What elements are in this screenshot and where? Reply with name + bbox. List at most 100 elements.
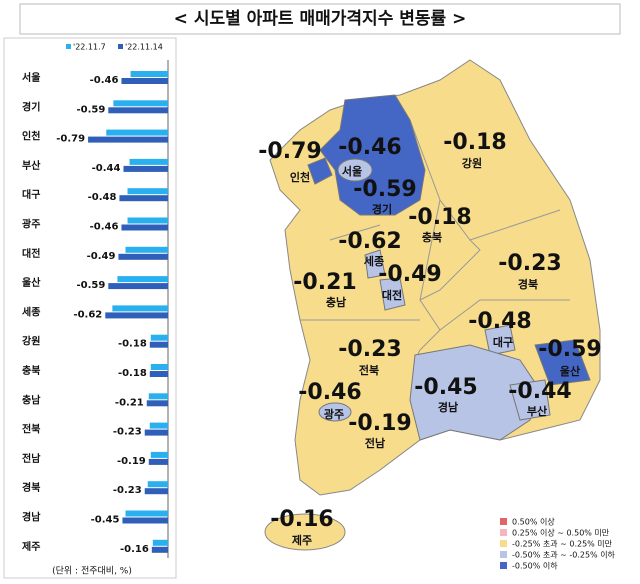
region-incheon	[307, 157, 333, 185]
region-busan	[509, 379, 551, 421]
value-label: -0.21	[115, 397, 144, 408]
map-legend-swatch	[500, 551, 507, 558]
value-label: -0.48	[88, 192, 117, 203]
map-value: -0.23	[338, 337, 401, 362]
bar	[152, 539, 168, 546]
map-region-name: 경남	[438, 400, 458, 414]
map-region-name: 부산	[527, 404, 547, 418]
category-label: 제주	[22, 540, 40, 553]
bar	[149, 371, 168, 377]
map-value: -0.59	[353, 177, 416, 202]
category-label: 부산	[22, 159, 41, 172]
region-gyeonggi	[319, 94, 426, 216]
bar	[149, 341, 168, 348]
map-region-name: 경기	[372, 202, 392, 216]
category-label: 서울	[22, 71, 40, 84]
map-legend-label: -0.50% 이하	[512, 561, 558, 571]
region-seoul	[337, 158, 373, 182]
region-ulsan	[534, 339, 591, 386]
legend-swatch	[66, 44, 71, 49]
bar	[108, 107, 168, 114]
title-box	[19, 3, 621, 35]
legend-swatch	[118, 44, 123, 49]
category-label: 대구	[22, 188, 40, 201]
map-region-name: 전북	[359, 363, 379, 377]
bar	[148, 393, 168, 400]
map-region-name: 충북	[422, 230, 442, 244]
bar	[144, 488, 168, 495]
value-label: -0.79	[56, 134, 85, 145]
map-legend-swatch	[500, 529, 507, 536]
map-value: -0.49	[378, 262, 441, 287]
value-label: -0.45	[91, 515, 120, 526]
map-region-name: 대구	[493, 335, 513, 349]
map-region-name: 대전	[382, 288, 402, 302]
map-region-name: 세종	[364, 254, 384, 268]
value-label: -0.16	[120, 544, 149, 555]
region-daejeon	[379, 277, 406, 311]
map-value: -0.16	[270, 507, 333, 532]
map-value: -0.45	[414, 375, 477, 400]
value-label: -0.46	[90, 75, 119, 86]
category-label: 경남	[22, 511, 41, 524]
map-region-name: 강원	[462, 156, 482, 170]
bar	[129, 158, 168, 165]
bar	[106, 129, 168, 136]
map-region-name: 충남	[326, 295, 346, 309]
map-region-name: 경북	[518, 277, 538, 291]
category-label: 충북	[22, 364, 40, 377]
map-legend-swatch	[500, 540, 507, 547]
category-label: 전북	[22, 423, 40, 436]
region-borders	[300, 119, 570, 361]
value-label: -0.18	[118, 339, 147, 350]
bar	[119, 195, 168, 202]
map-region-name: 전남	[365, 436, 385, 450]
value-label: -0.44	[92, 163, 121, 174]
bar	[146, 400, 168, 407]
value-label: -0.46	[90, 222, 119, 233]
category-label: 충남	[22, 393, 41, 406]
bar	[130, 71, 168, 77]
bar	[127, 188, 168, 195]
map-value: -0.79	[258, 139, 321, 164]
value-label: -0.19	[117, 456, 146, 467]
bar	[122, 517, 168, 524]
category-label: 대전	[22, 247, 40, 260]
map-value: -0.19	[348, 411, 411, 436]
value-label: -0.62	[73, 309, 102, 320]
map-value: -0.18	[408, 205, 471, 230]
bar	[112, 305, 168, 312]
value-label: -0.18	[118, 368, 147, 379]
bar	[121, 78, 168, 84]
map-value: -0.46	[338, 135, 401, 160]
map-legend-swatch	[500, 562, 507, 569]
bar	[88, 136, 168, 143]
map-value: -0.62	[338, 229, 401, 254]
legend-label: '22.11.7	[73, 43, 106, 52]
map-legend-label: 0.50% 이상	[512, 517, 555, 527]
bar	[150, 364, 168, 370]
category-label: 경북	[22, 481, 40, 494]
category-label: 강원	[22, 335, 40, 348]
value-label: -0.23	[113, 485, 142, 496]
map-value: -0.59	[538, 337, 601, 362]
map-value: -0.44	[508, 379, 571, 404]
category-label: 경기	[22, 100, 40, 113]
map-region-name: 제주	[292, 533, 312, 547]
value-label: -0.59	[76, 104, 105, 115]
category-label: 울산	[22, 276, 41, 289]
map-value: -0.46	[298, 380, 361, 405]
map-legend-label: -0.25% 초과 ~ 0.25% 미만	[512, 540, 613, 549]
bar	[125, 510, 168, 517]
map	[264, 59, 601, 551]
bar	[147, 481, 168, 488]
note: (단위 : 전주대비, %)	[52, 566, 132, 577]
bar	[118, 253, 168, 260]
bar	[127, 217, 168, 224]
value-label: -0.23	[113, 427, 142, 438]
map-value: -0.48	[468, 309, 531, 334]
bar-panel	[3, 37, 177, 579]
region-gwangju	[318, 402, 352, 422]
region-sejong	[364, 249, 386, 279]
